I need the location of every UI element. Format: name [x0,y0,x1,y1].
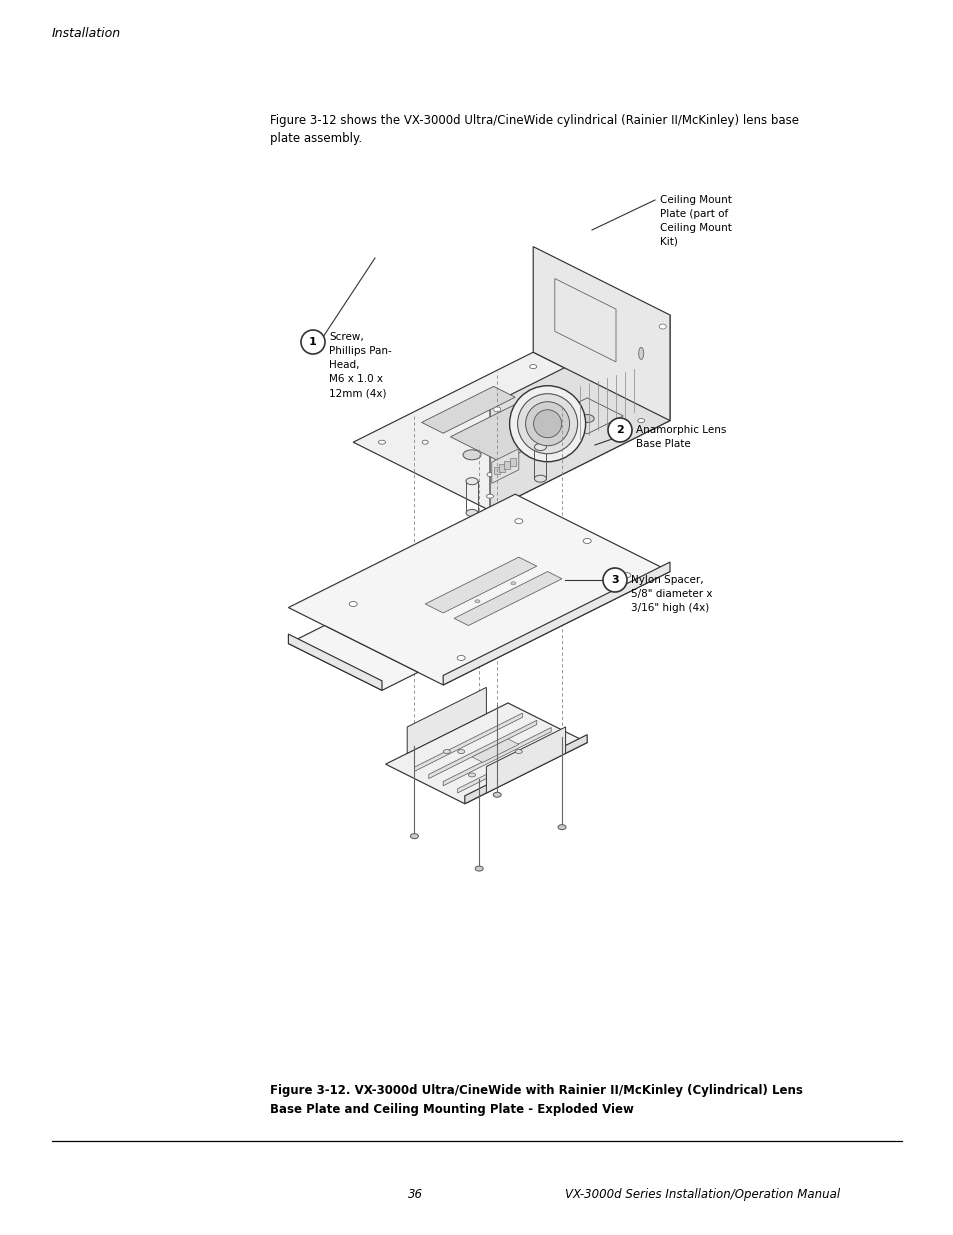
Ellipse shape [558,825,565,830]
Polygon shape [464,735,587,804]
Polygon shape [288,626,417,690]
Ellipse shape [422,440,428,445]
Polygon shape [486,727,565,793]
Circle shape [607,417,631,442]
Text: 3: 3 [611,576,618,585]
Ellipse shape [475,866,482,871]
Ellipse shape [638,347,643,359]
Polygon shape [421,387,515,433]
Text: Anamorphic Lens
Base Plate: Anamorphic Lens Base Plate [636,425,725,450]
Polygon shape [498,464,504,472]
Polygon shape [504,461,510,469]
Polygon shape [414,713,522,772]
Circle shape [517,394,577,453]
Ellipse shape [622,573,630,578]
Ellipse shape [349,601,356,606]
Text: 2: 2 [616,425,623,435]
Ellipse shape [534,475,546,482]
Text: Base Plate and Ceiling Mounting Plate - Exploded View: Base Plate and Ceiling Mounting Plate - … [270,1103,633,1116]
Circle shape [301,330,325,354]
Ellipse shape [486,473,493,477]
Polygon shape [443,562,669,685]
Polygon shape [288,634,381,690]
Ellipse shape [493,793,500,798]
Polygon shape [428,720,537,778]
Ellipse shape [475,600,479,603]
Polygon shape [492,448,518,483]
Ellipse shape [457,750,464,753]
Ellipse shape [462,450,480,459]
Ellipse shape [534,443,546,451]
Polygon shape [407,688,486,753]
Ellipse shape [465,509,477,516]
Polygon shape [450,401,572,462]
Ellipse shape [443,750,450,753]
Ellipse shape [468,773,475,777]
Ellipse shape [536,550,544,555]
Polygon shape [509,458,516,467]
Ellipse shape [410,834,418,839]
Text: 1: 1 [309,337,316,347]
Ellipse shape [515,750,521,753]
Ellipse shape [659,324,665,329]
Ellipse shape [468,584,476,589]
Text: Nylon Spacer,
5/8" diameter x
3/16" high (4x): Nylon Spacer, 5/8" diameter x 3/16" high… [630,576,712,613]
Polygon shape [443,727,551,785]
Polygon shape [472,739,518,762]
Ellipse shape [531,416,549,426]
Text: VX-3000d Series Installation/Operation Manual: VX-3000d Series Installation/Operation M… [564,1188,839,1200]
Polygon shape [493,467,499,474]
Polygon shape [457,735,565,793]
Ellipse shape [465,478,477,484]
Polygon shape [385,703,587,804]
Circle shape [509,385,585,462]
Polygon shape [454,572,561,626]
Text: Figure 3-12. VX-3000d Ultra/CineWide with Rainier II/McKinley (Cylindrical) Lens: Figure 3-12. VX-3000d Ultra/CineWide wit… [270,1084,802,1098]
Circle shape [525,401,569,446]
Polygon shape [533,247,669,421]
Polygon shape [555,279,616,362]
Polygon shape [353,352,669,510]
Polygon shape [425,557,537,613]
Ellipse shape [378,440,385,445]
Text: Figure 3-12 shows the VX-3000d Ultra/CineWide cylindrical (Rainier II/McKinley) : Figure 3-12 shows the VX-3000d Ultra/Cin… [270,114,799,144]
Text: Screw,
Phillips Pan-
Head,
M6 x 1.0 x
12mm (4x): Screw, Phillips Pan- Head, M6 x 1.0 x 12… [329,332,392,398]
Text: Installation: Installation [51,26,120,40]
Polygon shape [490,315,669,510]
Ellipse shape [494,406,500,411]
Polygon shape [288,494,669,685]
Ellipse shape [456,656,465,661]
Polygon shape [551,398,622,433]
Ellipse shape [529,364,537,368]
Text: 36: 36 [407,1188,422,1200]
Circle shape [602,568,626,592]
Ellipse shape [486,494,493,498]
Ellipse shape [637,419,644,422]
Ellipse shape [511,582,516,584]
Text: Ceiling Mount
Plate (part of
Ceiling Mount
Kit): Ceiling Mount Plate (part of Ceiling Mou… [659,195,731,247]
Ellipse shape [582,538,591,543]
Ellipse shape [515,519,522,524]
Ellipse shape [579,415,594,422]
Circle shape [533,410,561,437]
